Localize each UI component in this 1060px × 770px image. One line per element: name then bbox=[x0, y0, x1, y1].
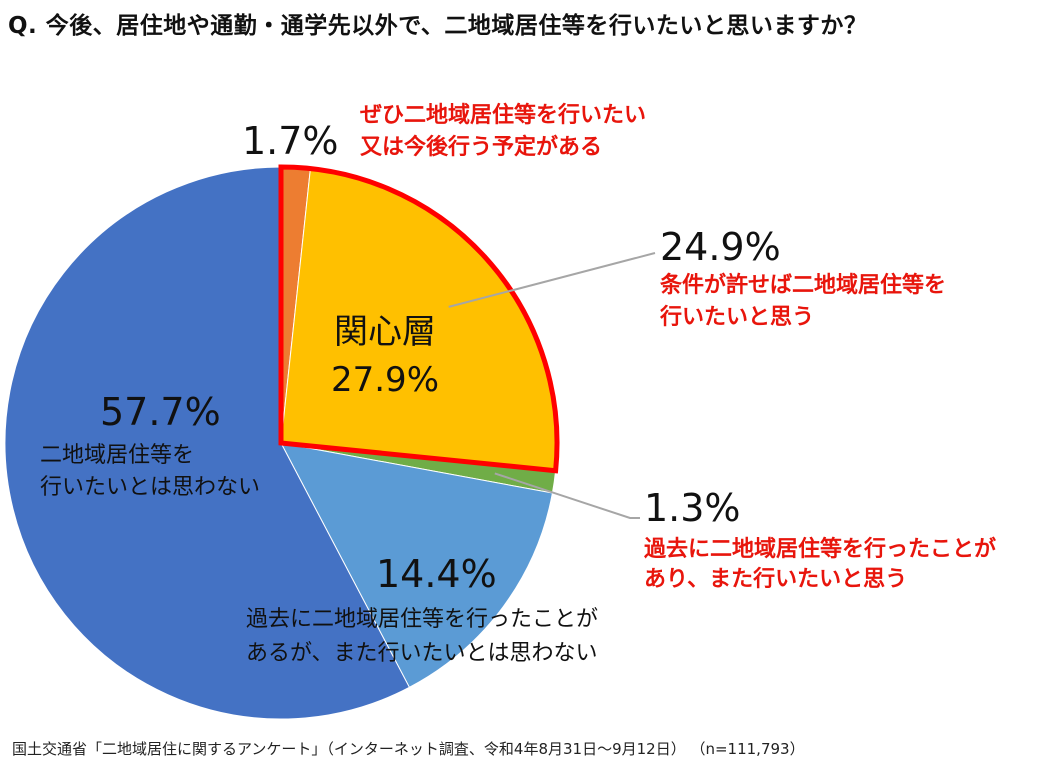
leader-line-slice-2 bbox=[494, 472, 640, 519]
chart-title: Q. 今後、居住地や通勤・通学先以外で、二地域居住等を行いたいと思いますか？ bbox=[8, 13, 868, 39]
source-footnote: 国土交通省「二地域居住に関するアンケート」（インターネット調査、令和4年8月31… bbox=[12, 740, 805, 758]
highlight-group-value-label: 27.9% bbox=[331, 360, 439, 400]
slice-3-label-line-2: あるが、また行いたいとは思わない bbox=[246, 641, 598, 666]
pie-slice-4 bbox=[4, 166, 411, 720]
slice-4-label-line-1: 二地域居住等を bbox=[40, 443, 194, 468]
slice-1-value-label: 24.9% bbox=[660, 225, 781, 269]
leader-line-slice-1 bbox=[448, 252, 656, 308]
highlight-group-border bbox=[278, 164, 560, 474]
slice-1-label-line-1: 条件が許せば二地域居住等を bbox=[659, 272, 946, 298]
slice-0-label-line-2: 又は今後行う予定がある bbox=[360, 134, 602, 160]
slice-0-value-label: 1.7% bbox=[242, 119, 339, 163]
interest-group-highlight bbox=[278, 164, 560, 474]
slice-3-value-label: 14.4% bbox=[376, 552, 497, 596]
pie-chart: 関心層 27.9% 1.7% ぜひ二地域居住等を行いたい 又は今後行う予定がある… bbox=[4, 102, 996, 720]
slice-2-label-line-1: 過去に二地域居住等を行ったことが bbox=[644, 536, 996, 562]
slice-1-label-line-2: 行いたいと思う bbox=[659, 304, 814, 330]
highlight-group-name-label: 関心層 bbox=[334, 312, 436, 352]
slice-0-label-line-1: ぜひ二地域居住等を行いたい bbox=[360, 102, 646, 128]
slice-4-value-label: 57.7% bbox=[100, 390, 221, 434]
slice-4-label-line-2: 行いたいとは思わない bbox=[40, 475, 260, 500]
pie-slices bbox=[4, 166, 558, 720]
leader-lines bbox=[448, 252, 656, 519]
slice-2-value-label: 1.3% bbox=[644, 486, 741, 530]
slice-2-label-line-2: あり、また行いたいと思う bbox=[644, 566, 907, 592]
slice-3-label-line-1: 過去に二地域居住等を行ったことが bbox=[246, 607, 598, 632]
pie-slice-3 bbox=[280, 442, 554, 688]
